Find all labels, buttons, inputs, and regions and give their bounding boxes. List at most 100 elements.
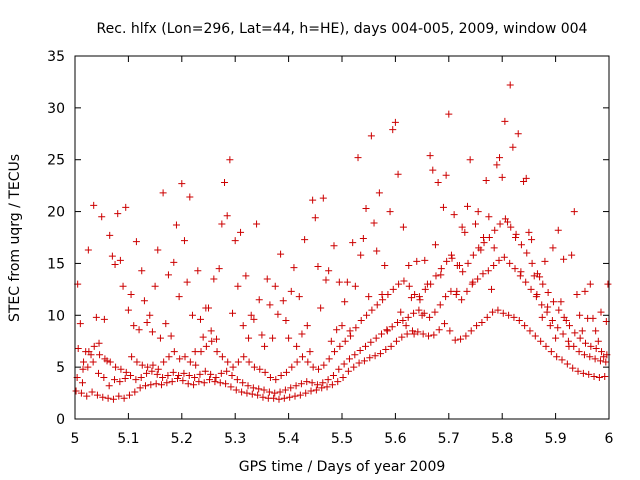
data-point	[175, 293, 183, 301]
data-point	[231, 237, 239, 245]
data-point	[541, 257, 549, 265]
data-point	[302, 389, 310, 397]
data-point	[211, 378, 219, 386]
data-point	[101, 355, 109, 363]
data-point	[597, 308, 605, 316]
data-point	[277, 371, 285, 379]
data-point	[419, 330, 427, 338]
data-point	[172, 221, 180, 229]
data-point	[271, 389, 279, 397]
data-point	[212, 374, 220, 382]
data-point	[549, 244, 557, 252]
data-point	[496, 220, 504, 228]
data-point	[180, 369, 188, 377]
data-point	[442, 171, 450, 179]
data-point	[411, 291, 419, 299]
data-point	[452, 291, 460, 299]
y-tick-label: 35	[47, 49, 65, 65]
data-point	[453, 262, 461, 270]
data-point	[218, 353, 226, 361]
data-point	[539, 280, 547, 288]
data-point	[446, 327, 454, 335]
data-point	[576, 311, 584, 319]
data-point	[527, 285, 535, 293]
data-point	[505, 311, 513, 319]
data-point	[309, 363, 317, 371]
data-point	[378, 330, 386, 338]
data-point	[558, 356, 566, 364]
data-point	[448, 254, 456, 262]
data-point	[164, 371, 172, 379]
data-point	[421, 256, 429, 264]
data-point	[509, 143, 517, 151]
data-point	[258, 331, 266, 339]
data-point	[78, 379, 86, 387]
data-point	[259, 393, 267, 401]
data-point	[564, 337, 572, 345]
data-point	[547, 348, 555, 356]
data-point	[399, 223, 407, 231]
data-point	[376, 350, 384, 358]
x-tick-label: 5.3	[224, 431, 246, 447]
data-point	[498, 173, 506, 181]
data-point	[388, 323, 396, 331]
data-point	[144, 363, 152, 371]
data-point	[227, 383, 235, 391]
data-point	[601, 372, 609, 380]
data-point	[287, 384, 295, 392]
data-point	[76, 320, 84, 328]
data-point	[178, 180, 186, 188]
data-point	[437, 271, 445, 279]
data-point	[109, 395, 117, 403]
data-point	[253, 220, 261, 228]
data-point	[176, 355, 184, 363]
data-point	[232, 386, 240, 394]
data-point	[533, 270, 541, 278]
data-point	[394, 319, 402, 327]
data-point	[381, 262, 389, 270]
data-point	[367, 338, 375, 346]
data-point	[357, 316, 365, 324]
data-point	[384, 291, 392, 299]
data-point	[282, 368, 290, 376]
data-point	[392, 337, 400, 345]
data-point	[185, 371, 193, 379]
data-point	[127, 291, 135, 299]
data-point	[336, 342, 344, 350]
data-point	[281, 386, 289, 394]
y-axis-label: STEC from uqrg / TECUs	[7, 154, 23, 322]
data-point	[478, 319, 486, 327]
data-point	[90, 342, 98, 350]
data-point	[165, 353, 173, 361]
data-point	[148, 328, 156, 336]
data-point	[432, 272, 440, 280]
data-point	[329, 371, 337, 379]
data-point	[158, 381, 166, 389]
data-point	[526, 327, 534, 335]
data-point	[306, 348, 314, 356]
data-point	[228, 371, 236, 379]
data-point	[297, 380, 305, 388]
data-point	[383, 326, 391, 334]
data-point	[119, 282, 127, 290]
data-point	[389, 126, 397, 134]
data-point	[563, 360, 571, 368]
y-tick-label: 25	[47, 153, 65, 169]
data-point	[311, 214, 319, 222]
data-point	[549, 298, 557, 306]
data-point	[196, 315, 204, 323]
y-tick-label: 15	[47, 256, 65, 272]
data-point	[335, 365, 343, 373]
data-point	[363, 311, 371, 319]
data-point	[499, 309, 507, 317]
data-point	[598, 348, 606, 356]
data-point	[79, 365, 87, 373]
data-point	[99, 393, 107, 401]
data-point	[298, 330, 306, 338]
data-point	[352, 324, 360, 332]
data-point	[463, 202, 471, 210]
data-point	[538, 313, 546, 321]
data-point	[223, 367, 231, 375]
data-point	[407, 294, 415, 302]
data-point	[578, 327, 586, 335]
